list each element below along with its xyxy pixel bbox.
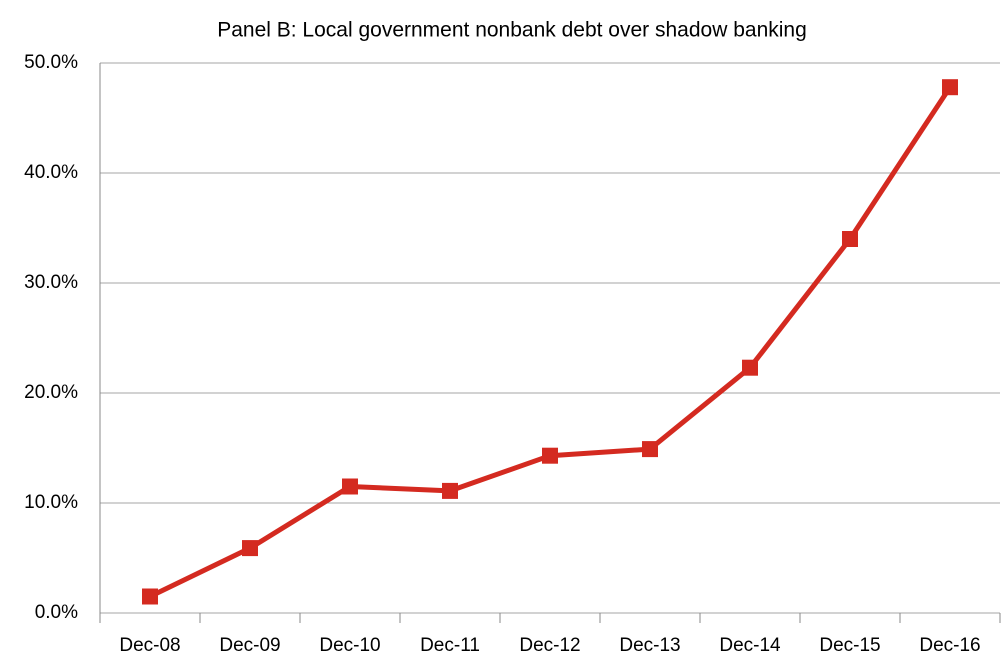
x-tick-label: Dec-14 [719, 635, 781, 656]
y-tick-label: 40.0% [24, 162, 78, 183]
x-tick-label: Dec-13 [619, 635, 680, 656]
x-tick-label: Dec-08 [119, 635, 180, 656]
y-tick-label: 20.0% [24, 382, 78, 403]
data-marker [642, 441, 658, 458]
data-marker [742, 359, 758, 376]
x-tick-label: Dec-11 [420, 635, 480, 656]
x-tick-label: Dec-15 [819, 635, 880, 656]
x-tick-label: Dec-12 [519, 635, 580, 656]
y-tick-label: 30.0% [24, 272, 78, 293]
data-marker [942, 79, 958, 96]
x-tick-label: Dec-16 [919, 635, 980, 656]
y-tick-label: 10.0% [24, 492, 78, 513]
data-marker [342, 478, 358, 495]
y-tick-label: 50.0% [24, 52, 78, 73]
data-marker [442, 482, 458, 499]
data-marker [842, 231, 858, 247]
data-line [148, 85, 953, 599]
y-tick-label: 0.0% [35, 602, 78, 623]
data-marker [142, 588, 158, 605]
data-marker [542, 447, 558, 464]
data-marker [242, 540, 258, 557]
x-tick-label: Dec-10 [319, 635, 380, 656]
chart-title: Panel B: Local government nonbank debt o… [217, 19, 807, 42]
x-tick-label: Dec-09 [219, 635, 280, 656]
